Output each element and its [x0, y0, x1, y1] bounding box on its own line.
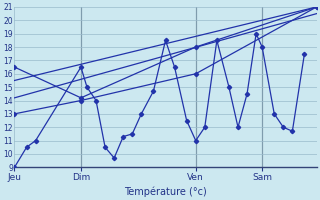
X-axis label: Température (°c): Température (°c): [124, 186, 207, 197]
